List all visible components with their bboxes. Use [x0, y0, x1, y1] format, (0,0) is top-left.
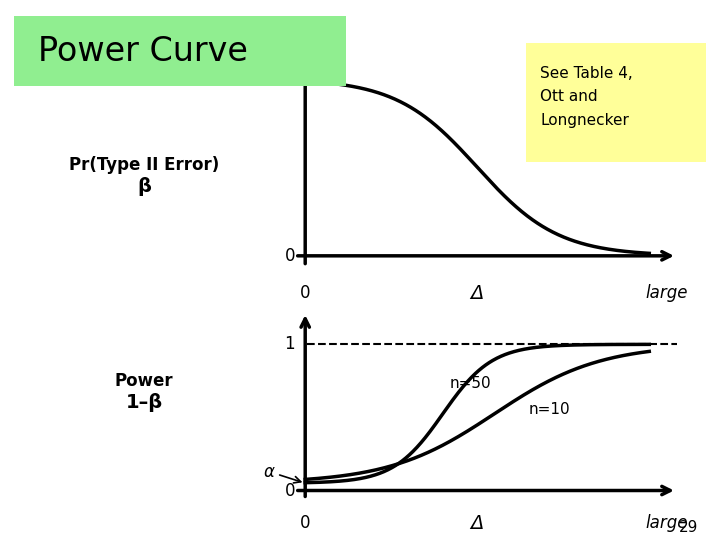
- Text: Δ: Δ: [471, 284, 484, 303]
- Text: n=10: n=10: [529, 402, 570, 417]
- Text: Pr(Type II Error): Pr(Type II Error): [69, 156, 219, 174]
- Text: 0: 0: [300, 284, 310, 302]
- Text: large: large: [645, 284, 688, 302]
- Text: 1-α: 1-α: [268, 70, 295, 87]
- Text: 0: 0: [300, 514, 310, 532]
- Text: n=50: n=50: [450, 376, 491, 391]
- Text: β: β: [137, 177, 151, 196]
- Text: large: large: [645, 514, 688, 532]
- Text: 1: 1: [284, 335, 295, 353]
- Text: 29: 29: [679, 519, 698, 535]
- Text: Δ: Δ: [471, 514, 484, 533]
- Text: 0: 0: [284, 482, 295, 500]
- Text: 0: 0: [284, 247, 295, 265]
- Text: Power Curve: Power Curve: [37, 35, 248, 68]
- Text: See Table 4,
Ott and
Longnecker: See Table 4, Ott and Longnecker: [540, 66, 633, 127]
- Text: α: α: [264, 462, 301, 483]
- Text: Power: Power: [114, 372, 174, 390]
- Text: 1–β: 1–β: [125, 393, 163, 412]
